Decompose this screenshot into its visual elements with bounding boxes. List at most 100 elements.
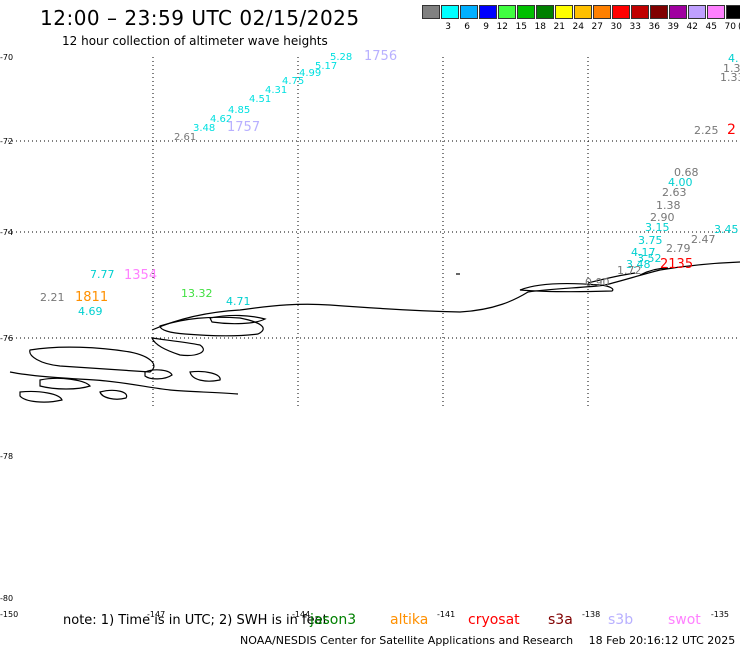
colorbar-swatch [574, 5, 592, 19]
wave-height-label: 3.45 [714, 223, 739, 236]
coastline-east [587, 272, 636, 284]
longitude-label: -135 [711, 610, 729, 619]
longitude-label: -138 [582, 610, 600, 619]
coast-island-1 [39, 377, 92, 390]
wave-height-label: 4.85 [228, 105, 250, 116]
colorbar-swatch [688, 5, 706, 19]
wave-height-label: 0.68 [674, 166, 699, 179]
colorbar-swatch [707, 5, 725, 19]
coast-inner-1 [209, 314, 267, 325]
wave-height-label: 4.99 [299, 68, 321, 79]
wave-height-label: 4. [728, 52, 739, 65]
colorbar-tick-label: 42 [686, 22, 698, 32]
satellite-legend-item: jason3 [310, 612, 357, 628]
satellite-legend-item: altika [390, 612, 429, 628]
wave-height-label: 2.63 [662, 186, 687, 199]
satellite-legend-item: cryosat [468, 612, 520, 628]
wave-height-label: 2.61 [174, 132, 196, 143]
colorbar-swatch [555, 5, 573, 19]
wave-height-label: 3.48 [193, 123, 215, 134]
wave-height-label: 5.17 [315, 61, 337, 72]
colorbar-tick-label: 9 [483, 22, 489, 32]
longitude-label: -144 [292, 610, 310, 619]
coast-island-5 [189, 370, 221, 382]
colorbar-swatch [460, 5, 478, 19]
wave-height-label: 3.52 [637, 252, 662, 265]
latitude-label: -76 [0, 334, 13, 343]
wave-height-label: 2.21 [40, 291, 65, 304]
wave-height-label: 1354 [124, 268, 157, 283]
colorbar-swatch [422, 5, 440, 19]
wave-height-label: 4.51 [249, 94, 271, 105]
ice-shelf-coastline [151, 261, 740, 331]
coast-island-2 [144, 369, 173, 380]
wave-height-label: 2135 [660, 257, 693, 272]
wave-height-label: 2.90 [650, 211, 675, 224]
colorbar-tick-label: 6 [464, 22, 470, 32]
wave-height-label: 7.77 [90, 268, 115, 281]
colorbar-swatch [479, 5, 497, 19]
colorbar-unit: (ft) [738, 22, 740, 32]
latitude-label: -74 [0, 228, 13, 237]
wave-height-label: 4.69 [78, 305, 103, 318]
longitude-label: -147 [147, 610, 165, 619]
wave-height-label: 1811 [75, 290, 108, 305]
satellite-legend-item: s3a [548, 612, 573, 628]
wave-height-label: 4.00 [668, 176, 693, 189]
colorbar-tick-label: 45 [705, 22, 717, 32]
coastline [9, 261, 740, 403]
colorbar-tick-label: 15 [515, 22, 527, 32]
wave-height-label: 4.62 [210, 114, 232, 125]
coast-south-3 [9, 371, 239, 395]
observations: 5.285.174.994.754.314.514.854.623.482.61… [40, 49, 740, 318]
graticule: -70 -72 -74 -76 -78 -80 -150 -147 -144 -141 -138 -1… [0, 53, 740, 619]
colorbar-swatch [650, 5, 668, 19]
footer: NOAA/NESDIS Center for Satellite Applica… [240, 634, 735, 647]
wave-height-label: 2.47 [691, 233, 716, 246]
colorbar-tick-label: 24 [572, 22, 584, 32]
wave-height-label: 2.25 [694, 124, 719, 137]
map-title: 12:00 – 23:59 UTC 02/15/2025 [40, 6, 360, 30]
colorbar-tick-label: 21 [553, 22, 565, 32]
colorbar-tick-label: 30 [610, 22, 622, 32]
latitude-label: -80 [0, 594, 13, 603]
map-subtitle: 12 hour collection of altimeter wave hei… [62, 34, 328, 48]
latitude-label: -70 [0, 53, 13, 62]
wave-height-label: 3.15 [645, 221, 670, 234]
wave-height-label: 1.72 [617, 264, 642, 277]
wave-height-label: 1.38 [656, 199, 681, 212]
wave-height-label: 1757 [227, 120, 260, 135]
colorbar-tick-label: 27 [591, 22, 603, 32]
colorbar-swatch [726, 5, 740, 19]
wave-height-label: 4.75 [282, 76, 304, 87]
colorbar [422, 5, 740, 19]
colorbar-swatch [498, 5, 516, 19]
latitude-label: -72 [0, 137, 13, 146]
colorbar-swatch [669, 5, 687, 19]
wave-height-label: 1.3 [723, 62, 740, 75]
colorbar-tick-label: 3 [445, 22, 451, 32]
wave-height-label: 4.71 [226, 295, 251, 308]
wave-height-label: 4.17 [631, 246, 656, 259]
coast-peninsula [159, 316, 264, 337]
latitude-label: -78 [0, 452, 13, 461]
wave-height-label: 2.79 [666, 242, 691, 255]
note: note: 1) Time is in UTC; 2) SWH is in fe… [63, 613, 328, 628]
colorbar-tick-label: 70 [724, 22, 736, 32]
wave-height-label: 3.48 [626, 258, 651, 271]
colorbar-tick-label: 36 [648, 22, 660, 32]
footer-timestamp: 18 Feb 20:16:12 UTC 2025 [588, 634, 736, 647]
coast-island-3 [99, 389, 128, 400]
colorbar-swatch [517, 5, 535, 19]
coast-south-2 [29, 346, 155, 373]
longitude-label: -150 [0, 610, 18, 619]
coast-south-1 [151, 337, 204, 357]
footer-credit: NOAA/NESDIS Center for Satellite Applica… [240, 634, 574, 647]
coastline-bay [639, 267, 669, 276]
coast-island-4 [19, 390, 63, 403]
colorbar-swatch [631, 5, 649, 19]
colorbar-tick-label: 12 [496, 22, 508, 32]
